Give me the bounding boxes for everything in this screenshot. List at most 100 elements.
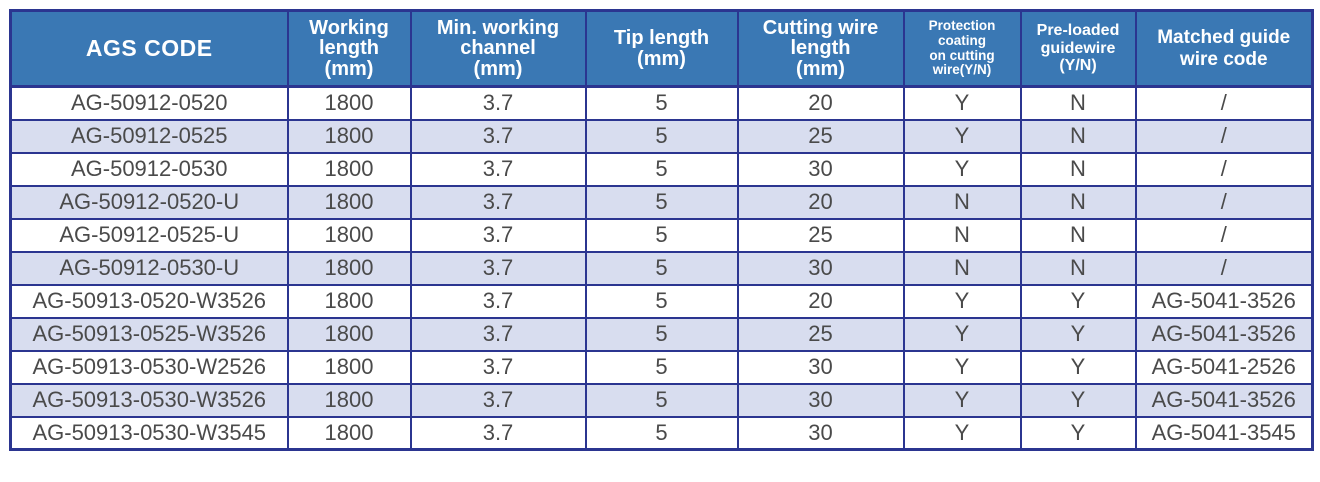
table-cell: 5 [584,415,739,451]
table-cell: 1800 [286,217,412,253]
table-cell: 25 [736,118,905,154]
table-cell: Y [1019,382,1137,418]
table-cell: Y [1019,349,1137,385]
table-cell: 5 [584,217,739,253]
table-cell: N [1019,184,1137,220]
table-cell: AG-50912-0525 [9,118,289,154]
table-cell: AG-50913-0530-W3526 [9,382,289,418]
table-cell: 5 [584,382,739,418]
table-row: AG-50913-0530-W3545 1800 3.7 5 30 Y Y AG-5041-3… [9,415,1314,451]
table-cell: 3.7 [409,349,587,385]
table-cell: Y [902,283,1022,319]
table-cell: 3.7 [409,85,587,121]
table-cell: 30 [736,382,905,418]
table-cell: AG-50913-0520-W3526 [9,283,289,319]
table-cell: 1800 [286,250,412,286]
table-cell: Y [1019,415,1137,451]
table-cell: 20 [736,184,905,220]
table-cell: 1800 [286,151,412,187]
table-cell: AG-5041-2526 [1134,349,1314,385]
table-cell: AG-50913-0530-W2526 [9,349,289,385]
table-row: AG-50913-0520-W3526 1800 3.7 5 20 Y Y AG-5041-3… [9,283,1314,319]
table-cell: 5 [584,349,739,385]
table-cell: 5 [584,85,739,121]
table-cell: AG-50913-0525-W3526 [9,316,289,352]
table-cell: 1800 [286,85,412,121]
table-cell: / [1134,85,1314,121]
table-cell: N [902,184,1022,220]
table-cell: 20 [736,283,905,319]
col-header-working-length: Working length (mm) [286,9,412,88]
table-cell: 25 [736,316,905,352]
table-cell: 30 [736,349,905,385]
table-cell: 25 [736,217,905,253]
table-row: AG-50913-0530-W2526 1800 3.7 5 30 Y Y AG-5041-2… [9,349,1314,385]
table-cell: Y [902,151,1022,187]
col-header-protection-coating: Protection coating on cutting wire(Y/N) [902,9,1022,88]
table-cell: 3.7 [409,250,587,286]
table-cell: 30 [736,250,905,286]
table-cell: 3.7 [409,184,587,220]
table-cell: Y [1019,316,1137,352]
table-cell: 3.7 [409,151,587,187]
table-cell: AG-50912-0530-U [9,250,289,286]
table-cell: 3.7 [409,283,587,319]
table-cell: Y [902,85,1022,121]
col-header-tip-length: Tip length (mm) [584,9,739,88]
col-header-cutting-wire-length: Cutting wire length (mm) [736,9,905,88]
table-cell: Y [902,316,1022,352]
table-cell: 3.7 [409,415,587,451]
table-row: AG-50912-0530 1800 3.7 5 30 Y N / [9,151,1314,187]
table-cell: 3.7 [409,118,587,154]
table-cell: / [1134,217,1314,253]
product-spec-table: AGS CODE Working length (mm) Min. workin… [9,9,1314,451]
table-cell: 5 [584,118,739,154]
table-cell: / [1134,250,1314,286]
table-cell: AG-5041-3545 [1134,415,1314,451]
table-cell: AG-5041-3526 [1134,316,1314,352]
table-cell: N [902,217,1022,253]
table-cell: 1800 [286,184,412,220]
table-row: AG-50912-0520-U 1800 3.7 5 20 N N / [9,184,1314,220]
table-cell: Y [902,118,1022,154]
table-cell: N [1019,250,1137,286]
table-cell: Y [1019,283,1137,319]
table-cell: 30 [736,151,905,187]
table-row: AG-50913-0530-W3526 1800 3.7 5 30 Y Y AG-5041-3… [9,382,1314,418]
table-cell: AG-50912-0530 [9,151,289,187]
table-row: AG-50912-0525-U 1800 3.7 5 25 N N / [9,217,1314,253]
table-cell: 5 [584,250,739,286]
table-cell: 5 [584,283,739,319]
table-cell: 5 [584,316,739,352]
table-cell: N [1019,118,1137,154]
table-cell: 3.7 [409,316,587,352]
table-cell: AG-5041-3526 [1134,382,1314,418]
table-cell: 20 [736,85,905,121]
table-cell: AG-50913-0530-W3545 [9,415,289,451]
table-cell: Y [902,382,1022,418]
table-cell: AG-50912-0520 [9,85,289,121]
table-cell: Y [902,415,1022,451]
table-cell: 1800 [286,382,412,418]
table-cell: 5 [584,151,739,187]
table-cell: N [902,250,1022,286]
table-cell: / [1134,184,1314,220]
table-cell: 5 [584,184,739,220]
table-row: AG-50912-0530-U 1800 3.7 5 30 N N / [9,250,1314,286]
table-cell: Y [902,349,1022,385]
table-row: AG-50912-0520 1800 3.7 5 20 Y N / [9,85,1314,121]
table-cell: AG-5041-3526 [1134,283,1314,319]
header-row: AGS CODE Working length (mm) Min. workin… [9,9,1314,88]
table-cell: AG-50912-0525-U [9,217,289,253]
col-header-ags-code: AGS CODE [9,9,289,88]
table-cell: N [1019,85,1137,121]
table-cell: 3.7 [409,382,587,418]
table-cell: AG-50912-0520-U [9,184,289,220]
table-cell: 3.7 [409,217,587,253]
table-cell: 1800 [286,349,412,385]
table-cell: 1800 [286,283,412,319]
table-cell: 1800 [286,316,412,352]
table-cell: 1800 [286,118,412,154]
col-header-preloaded-guidewire: Pre-loaded guidewire (Y/N) [1019,9,1137,88]
